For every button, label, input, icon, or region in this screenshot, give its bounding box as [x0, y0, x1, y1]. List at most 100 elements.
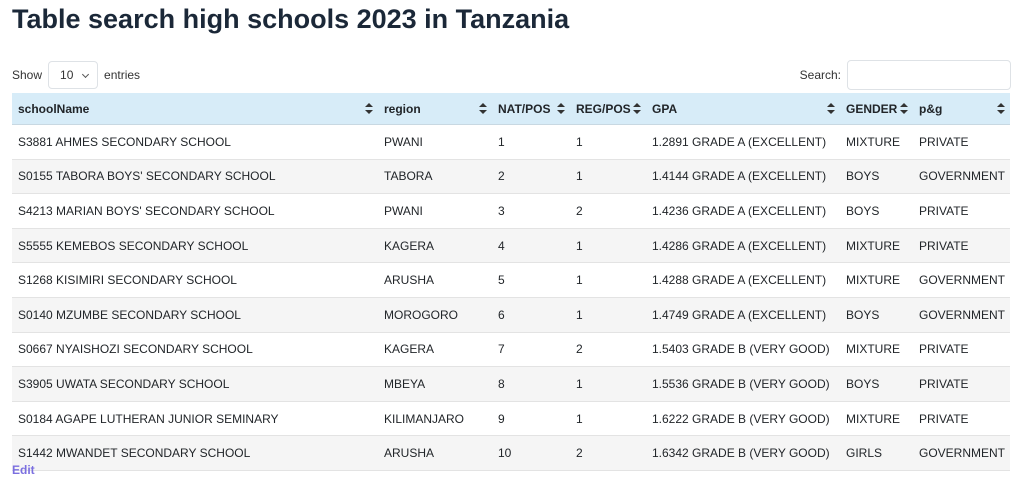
table-cell: 1.4286 GRADE A (EXCELLENT) [646, 228, 840, 264]
table-cell: 1 [570, 159, 646, 195]
table-row: S1442 MWANDET SECONDARY SCHOOL ARUSHA 10 2 1… [12, 435, 1010, 471]
table-cell: TABORA [378, 159, 492, 195]
table-body: S3881 AHMES SECONDARY SCHOOL PWANI 1 1 1.289… [12, 124, 1010, 471]
table-cell: ARUSHA [378, 435, 492, 471]
table-cell: BOYS [840, 297, 913, 333]
table-cell: KILIMANJARO [378, 401, 492, 437]
table-row: S4213 MARIAN BOYS' SECONDARY SCHOOL PWANI… [12, 193, 1010, 229]
table-cell: PRIVATE [913, 228, 1010, 264]
column-header[interactable]: GENDER [840, 93, 913, 125]
length-control: Show 10 entries [12, 61, 140, 89]
table-cell: MIXTURE [840, 401, 913, 437]
table-cell: 1.2891 GRADE A (EXCELLENT) [646, 124, 840, 160]
column-header[interactable]: p&g [913, 93, 1010, 125]
table-cell: PWANI [378, 124, 492, 160]
show-label: Show [12, 68, 43, 82]
table-cell: S3881 AHMES SECONDARY SCHOOL [12, 124, 378, 160]
sort-icon [900, 103, 908, 114]
search-label: Search: [799, 68, 841, 82]
table-cell: 10 [492, 435, 570, 471]
table-cell: GOVERNMENT [913, 435, 1010, 471]
table-cell: 2 [570, 435, 646, 471]
table-cell: PWANI [378, 193, 492, 229]
length-select[interactable]: 10 [48, 61, 99, 89]
table-cell: GOVERNMENT [913, 262, 1010, 298]
table-row: S3881 AHMES SECONDARY SCHOOL PWANI 1 1 1.289… [12, 124, 1010, 160]
table-cell: BOYS [840, 366, 913, 402]
edit-link[interactable]: Edit [12, 463, 35, 477]
table-row: S0140 MZUMBE SECONDARY SCHOOL MOROGORO 6 1 1… [12, 297, 1010, 333]
table-cell: 2 [570, 193, 646, 229]
table-cell: ARUSHA [378, 262, 492, 298]
sort-icon [997, 103, 1005, 114]
column-header[interactable]: region [378, 93, 492, 125]
table-cell: PRIVATE [913, 401, 1010, 437]
schools-table: schoolName region NAT/POS REG/POS GPA GENDER p… [12, 93, 1010, 471]
table-cell: S1268 KISIMIRI SECONDARY SCHOOL [12, 262, 378, 298]
table-cell: 2 [570, 332, 646, 368]
table-row: S3905 UWATA SECONDARY SCHOOL MBEYA 8 1 1.553… [12, 366, 1010, 402]
table-cell: GOVERNMENT [913, 159, 1010, 195]
table-cell: MIXTURE [840, 228, 913, 264]
sort-icon [633, 103, 641, 114]
table-cell: PRIVATE [913, 366, 1010, 402]
table-cell: 8 [492, 366, 570, 402]
table-cell: 9 [492, 401, 570, 437]
table-row: S0184 AGAPE LUTHERAN JUNIOR SEMINARY KILI… [12, 401, 1010, 437]
table-cell: BOYS [840, 159, 913, 195]
table-cell: 1 [570, 297, 646, 333]
table-cell: PRIVATE [913, 124, 1010, 160]
table-cell: GOVERNMENT [913, 297, 1010, 333]
table-cell: 1.6222 GRADE B (VERY GOOD) [646, 401, 840, 437]
page-title: Table search high schools 2023 in Tanzan… [12, 4, 570, 34]
table-cell: 1.4749 GRADE A (EXCELLENT) [646, 297, 840, 333]
search-input[interactable] [847, 60, 1011, 90]
table-cell: 1 [570, 124, 646, 160]
table-cell: 2 [492, 159, 570, 195]
table-cell: 1 [570, 262, 646, 298]
table-cell: MIXTURE [840, 332, 913, 368]
table-cell: MIXTURE [840, 124, 913, 160]
table-cell: MIXTURE [840, 262, 913, 298]
table-cell: 3 [492, 193, 570, 229]
table-row: S0155 TABORA BOYS' SECONDARY SCHOOL TABOR… [12, 159, 1010, 195]
table-cell: 1 [570, 366, 646, 402]
table-cell: 1.4288 GRADE A (EXCELLENT) [646, 262, 840, 298]
column-header[interactable]: REG/POS [570, 93, 646, 125]
search-control: Search: [800, 60, 1011, 90]
column-header[interactable]: schoolName [12, 93, 378, 125]
table-cell: MOROGORO [378, 297, 492, 333]
table-cell: MBEYA [378, 366, 492, 402]
table-cell: S0184 AGAPE LUTHERAN JUNIOR SEMINARY [12, 401, 378, 437]
table-cell: 1 [570, 228, 646, 264]
table-cell: 4 [492, 228, 570, 264]
table-cell: 1.4236 GRADE A (EXCELLENT) [646, 193, 840, 229]
table-cell: KAGERA [378, 332, 492, 368]
table-cell: 1 [570, 401, 646, 437]
table-cell: S1442 MWANDET SECONDARY SCHOOL [12, 435, 378, 471]
header-row: schoolName region NAT/POS REG/POS GPA GENDER p… [12, 93, 1010, 125]
table-cell: 1.6342 GRADE B (VERY GOOD) [646, 435, 840, 471]
entries-label: entries [104, 68, 141, 82]
table-cell: S3905 UWATA SECONDARY SCHOOL [12, 366, 378, 402]
table-cell: PRIVATE [913, 193, 1010, 229]
table-cell: KAGERA [378, 228, 492, 264]
column-header[interactable]: GPA [646, 93, 840, 125]
table-cell: 1.5536 GRADE B (VERY GOOD) [646, 366, 840, 402]
table-row: S1268 KISIMIRI SECONDARY SCHOOL ARUSHA 5 1 1… [12, 262, 1010, 298]
column-header[interactable]: NAT/POS [492, 93, 570, 125]
table-cell: S4213 MARIAN BOYS' SECONDARY SCHOOL [12, 193, 378, 229]
table-cell: GIRLS [840, 435, 913, 471]
sort-icon [827, 103, 835, 114]
table-cell: BOYS [840, 193, 913, 229]
table-cell: 1.5403 GRADE B (VERY GOOD) [646, 332, 840, 368]
sort-icon [365, 103, 373, 114]
sort-icon [557, 103, 565, 114]
table-row: S5555 KEMEBOS SECONDARY SCHOOL KAGERA 4 1 1.… [12, 228, 1010, 264]
table-cell: S0667 NYAISHOZI SECONDARY SCHOOL [12, 332, 378, 368]
table-cell: S0140 MZUMBE SECONDARY SCHOOL [12, 297, 378, 333]
table-cell: S0155 TABORA BOYS' SECONDARY SCHOOL [12, 159, 378, 195]
table-cell: S5555 KEMEBOS SECONDARY SCHOOL [12, 228, 378, 264]
table-cell: 1 [492, 124, 570, 160]
